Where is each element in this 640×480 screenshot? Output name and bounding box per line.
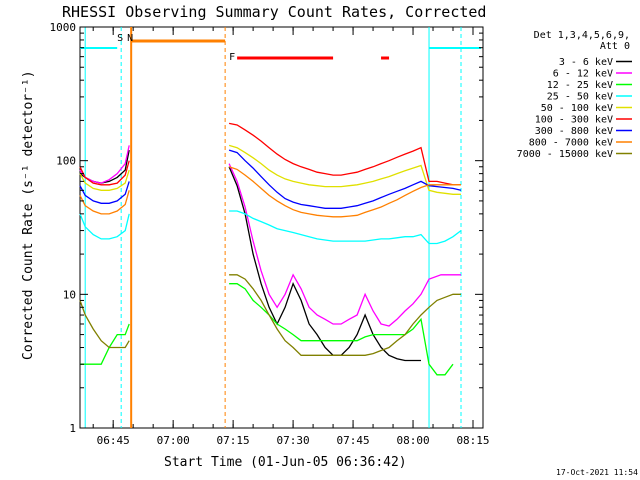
y-tick-label: 100 [56, 155, 76, 168]
series-line [79, 181, 130, 204]
y-tick-label: 1000 [50, 21, 77, 34]
series-line [228, 166, 421, 362]
y-axis: 1 10 100 1000 [50, 21, 483, 435]
series-line [229, 283, 454, 376]
x-axis: 06:45 07:00 07:15 07:30 07:45 08:00 08:15 [92, 27, 490, 447]
legend-label: 50 - 100 keV [541, 103, 613, 114]
y-tick-label: 1 [69, 422, 76, 435]
series-layer [79, 122, 462, 376]
legend-label: 300 - 800 keV [535, 126, 613, 137]
legend-label: 100 - 300 keV [535, 115, 613, 126]
series-line [228, 166, 461, 218]
legend-label: 800 - 7000 keV [529, 138, 613, 149]
legend-label: 12 - 25 keV [547, 80, 613, 91]
series-line [79, 213, 130, 240]
y-axis-label: Corrected Count Rate (s⁻¹ detector⁻¹) [21, 70, 36, 360]
chart-title: RHESSI Observing Summary Count Rates, Co… [62, 3, 486, 21]
series-line [228, 144, 461, 195]
plot-frame [79, 26, 484, 429]
series-line [79, 160, 130, 186]
series-line [79, 145, 130, 184]
annotation-label: S [117, 33, 123, 44]
x-tick-label: 08:15 [456, 434, 489, 447]
series-line [229, 274, 461, 356]
legend-label: 3 - 6 keV [559, 57, 613, 68]
annotation-label: N [127, 33, 133, 44]
x-tick-label: 07:30 [277, 434, 310, 447]
series-line [79, 300, 130, 349]
legend-label: 7000 - 15000 keV [517, 149, 613, 160]
series-line [228, 122, 461, 186]
x-tick-label: 07:15 [217, 434, 250, 447]
x-tick-label: 07:45 [337, 434, 370, 447]
annotation-layer: S N F [117, 33, 235, 63]
x-tick-label: 08:00 [396, 434, 429, 447]
legend-label: 6 - 12 keV [553, 69, 613, 80]
annotation-label: F [229, 52, 235, 63]
series-line [79, 190, 130, 215]
series-line [228, 149, 462, 209]
series-line [80, 323, 130, 365]
series-line [79, 169, 130, 191]
legend-label: 25 - 50 keV [547, 92, 613, 103]
series-line [228, 163, 461, 327]
legend-header: Att 0 [600, 41, 630, 52]
night-saa-shading [80, 27, 481, 428]
x-tick-label: 07:00 [157, 434, 190, 447]
y-tick-label: 10 [63, 288, 76, 301]
x-tick-label: 06:45 [97, 434, 130, 447]
series-line [229, 210, 462, 245]
timestamp: 17-Oct-2021 11:54 [556, 468, 638, 477]
x-axis-label: Start Time (01-Jun-05 06:36:42) [164, 455, 407, 470]
legend-header: Det 1,3,4,5,6,9, [534, 30, 630, 41]
